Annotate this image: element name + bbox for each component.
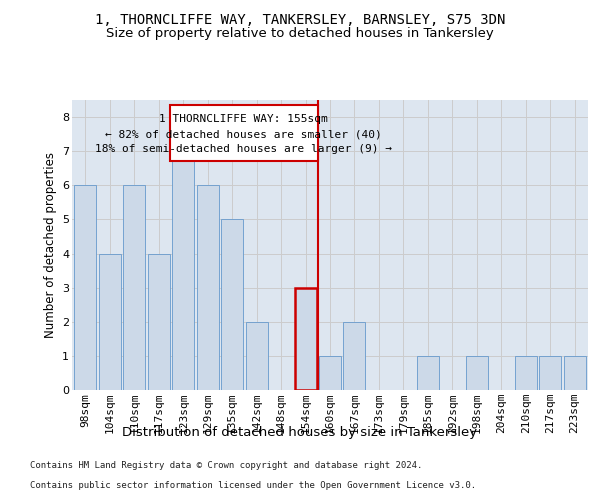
Text: Distribution of detached houses by size in Tankersley: Distribution of detached houses by size … xyxy=(122,426,478,439)
Bar xyxy=(319,356,341,390)
Text: 1, THORNCLIFFE WAY, TANKERSLEY, BARNSLEY, S75 3DN: 1, THORNCLIFFE WAY, TANKERSLEY, BARNSLEY… xyxy=(95,12,505,26)
Bar xyxy=(515,356,536,390)
Text: Contains public sector information licensed under the Open Government Licence v3: Contains public sector information licen… xyxy=(30,481,476,490)
Bar xyxy=(245,322,268,390)
Bar xyxy=(148,254,170,390)
Text: Contains HM Land Registry data © Crown copyright and database right 2024.: Contains HM Land Registry data © Crown c… xyxy=(30,461,422,470)
Text: Size of property relative to detached houses in Tankersley: Size of property relative to detached ho… xyxy=(106,28,494,40)
Bar xyxy=(466,356,488,390)
Bar xyxy=(539,356,561,390)
Bar xyxy=(124,186,145,390)
Text: 1 THORNCLIFFE WAY: 155sqm: 1 THORNCLIFFE WAY: 155sqm xyxy=(160,114,328,124)
Bar xyxy=(295,288,317,390)
Bar xyxy=(74,186,97,390)
Bar xyxy=(221,220,243,390)
Text: 18% of semi-detached houses are larger (9) →: 18% of semi-detached houses are larger (… xyxy=(95,144,392,154)
Bar xyxy=(417,356,439,390)
Bar xyxy=(172,151,194,390)
FancyBboxPatch shape xyxy=(170,105,318,162)
Y-axis label: Number of detached properties: Number of detached properties xyxy=(44,152,56,338)
Bar xyxy=(99,254,121,390)
Text: ← 82% of detached houses are smaller (40): ← 82% of detached houses are smaller (40… xyxy=(106,129,382,139)
Bar xyxy=(563,356,586,390)
Bar xyxy=(197,186,219,390)
Bar xyxy=(343,322,365,390)
